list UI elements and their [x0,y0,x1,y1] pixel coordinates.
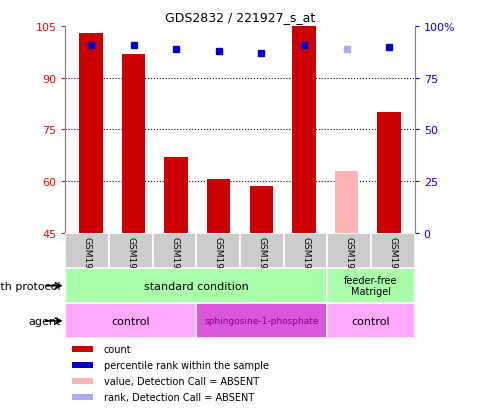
Text: agent: agent [28,316,61,326]
Bar [65,304,196,339]
Bar [249,187,272,233]
Text: GSM194307: GSM194307 [83,236,91,291]
Text: GSM194313: GSM194313 [344,236,353,291]
Bar [65,233,109,268]
Bar [79,34,103,233]
Text: sphingosine-1-phosphate: sphingosine-1-phosphate [204,317,318,325]
Text: feeder-free
Matrigel: feeder-free Matrigel [344,275,397,297]
Bar [72,363,93,368]
Text: value, Detection Call = ABSENT: value, Detection Call = ABSENT [104,376,258,387]
Bar [283,233,327,268]
Title: GDS2832 / 221927_s_at: GDS2832 / 221927_s_at [165,11,315,24]
Bar [327,233,370,268]
Bar [152,233,196,268]
Bar [109,233,152,268]
Bar [196,304,327,339]
Text: GSM194312: GSM194312 [301,236,309,291]
Text: GSM194309: GSM194309 [170,236,179,291]
Bar [327,304,414,339]
Bar [65,268,327,304]
Bar [327,268,414,304]
Bar [72,378,93,384]
Text: control: control [351,316,390,326]
Text: rank, Detection Call = ABSENT: rank, Detection Call = ABSENT [104,392,254,402]
Bar [207,180,230,233]
Bar [121,55,145,233]
Text: GSM194314: GSM194314 [388,236,396,291]
Bar [72,394,93,400]
Text: percentile rank within the sample: percentile rank within the sample [104,361,268,370]
Bar [164,158,187,233]
Bar [196,233,240,268]
Bar [377,113,400,233]
Bar [334,171,358,233]
Text: count: count [104,344,131,354]
Text: GSM194311: GSM194311 [257,236,266,291]
Bar [370,233,414,268]
Bar [240,233,283,268]
Text: GSM194308: GSM194308 [126,236,135,291]
Text: GSM194310: GSM194310 [213,236,222,291]
Text: control: control [111,316,150,326]
Bar [292,27,315,233]
Text: growth protocol: growth protocol [0,281,60,291]
Bar [72,347,93,352]
Text: standard condition: standard condition [144,281,248,291]
